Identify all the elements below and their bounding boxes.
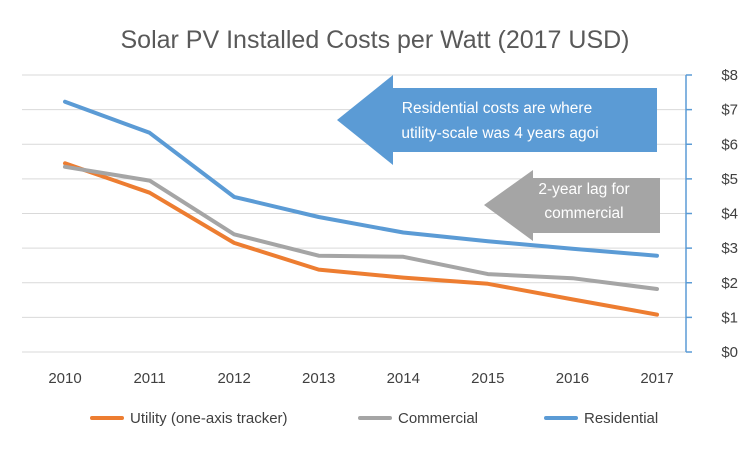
- data-point-commercial: [233, 233, 235, 235]
- x-tick-label: 2011: [133, 370, 165, 387]
- data-point-residential: [233, 196, 235, 198]
- data-point-commercial: [149, 180, 151, 182]
- data-point-commercial: [656, 288, 658, 290]
- y-tick-label: $4: [721, 206, 738, 223]
- data-point-residential: [656, 255, 658, 257]
- y-tick-label: $6: [721, 136, 738, 153]
- y-tick-label: $7: [721, 102, 738, 119]
- series-line-commercial: [63, 164, 659, 291]
- residential-callout-line-1: Residential costs are where: [402, 100, 592, 117]
- residential-callout-arrow: [337, 75, 657, 165]
- data-point-utility: [571, 298, 573, 300]
- data-point-residential: [571, 248, 573, 250]
- data-point-residential: [487, 240, 489, 242]
- x-tick-label: 2013: [302, 370, 335, 387]
- y-tick-label: $8: [721, 67, 738, 84]
- series-line-utility: [63, 161, 659, 317]
- residential-callout-line-2: utility-scale was 4 years agoi: [401, 125, 598, 142]
- data-point-residential: [64, 101, 66, 103]
- legend-item-commercial: Commercial: [358, 410, 478, 427]
- legend-label-commercial: Commercial: [398, 410, 478, 427]
- x-tick-label: 2010: [48, 370, 81, 387]
- legend: Utility (one-axis tracker) Commercial Re…: [90, 410, 658, 427]
- series-line-residential: [63, 99, 659, 258]
- data-point-utility: [487, 283, 489, 285]
- legend-label-utility: Utility (one-axis tracker): [130, 410, 288, 427]
- data-point-residential: [402, 232, 404, 234]
- x-tick-label: 2015: [471, 370, 504, 387]
- series-lines: [63, 99, 659, 317]
- data-point-utility: [318, 269, 320, 271]
- commercial-callout-line-2: commercial: [544, 205, 623, 222]
- data-point-commercial: [318, 255, 320, 257]
- y-tick-label: $1: [721, 309, 738, 326]
- x-axis: 2010 2011 2012 2013 2014 2015 2016 2017: [48, 370, 673, 387]
- y-tick-label: $5: [721, 171, 738, 188]
- x-tick-label: 2012: [217, 370, 250, 387]
- y-axis: $0 $1 $2 $3 $4 $5 $6 $7 $8: [685, 67, 738, 361]
- y-tick-label: $3: [721, 240, 738, 257]
- data-point-commercial: [64, 166, 66, 168]
- data-point-residential: [318, 216, 320, 218]
- legend-item-residential: Residential: [544, 410, 658, 427]
- data-point-utility: [64, 162, 66, 164]
- data-point-utility: [233, 242, 235, 244]
- commercial-callout: 2-year lag for commercial: [484, 170, 660, 241]
- chart-title: Solar PV Installed Costs per Watt (2017 …: [121, 26, 630, 54]
- data-point-utility: [402, 277, 404, 279]
- residential-callout: Residential costs are where utility-scal…: [337, 75, 657, 165]
- y-tick-label: $0: [721, 344, 738, 361]
- x-tick-label: 2017: [640, 370, 673, 387]
- data-point-utility: [149, 192, 151, 194]
- data-point-commercial: [487, 273, 489, 275]
- data-point-utility: [656, 314, 658, 316]
- legend-item-utility: Utility (one-axis tracker): [90, 410, 288, 427]
- x-tick-label: 2016: [556, 370, 589, 387]
- legend-label-residential: Residential: [584, 410, 658, 427]
- commercial-callout-line-1: 2-year lag for: [538, 181, 629, 198]
- x-tick-label: 2014: [387, 370, 420, 387]
- data-point-residential: [149, 132, 151, 134]
- commercial-callout-arrow: [484, 170, 660, 241]
- y-tick-label: $2: [721, 275, 738, 292]
- data-point-commercial: [571, 277, 573, 279]
- data-point-commercial: [402, 256, 404, 258]
